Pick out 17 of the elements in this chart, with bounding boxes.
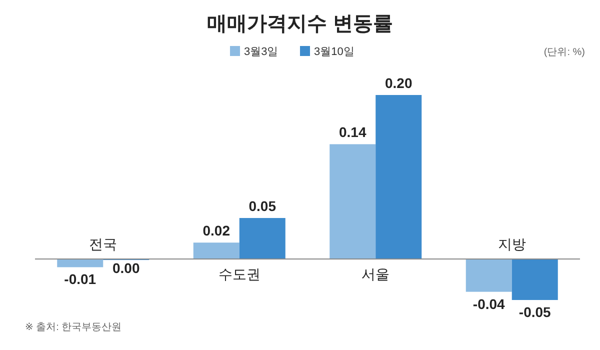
category-label: 서울 — [362, 266, 390, 282]
category-label: 수도권 — [218, 266, 260, 282]
data-label: -0.01 — [64, 271, 96, 288]
data-label: 0.05 — [248, 198, 276, 214]
data-label: 0.02 — [202, 222, 230, 239]
legend-label: 3월10일 — [314, 46, 354, 58]
data-label: 0.00 — [112, 260, 140, 276]
title: 매매가격지수 변동률 — [207, 13, 393, 35]
category-label: 지방 — [498, 236, 526, 252]
category-label: 전국 — [89, 236, 118, 252]
data-label: -0.04 — [472, 296, 505, 312]
annotation: ※ 출처: 한국부동산원 — [25, 322, 122, 333]
data-label: 0.20 — [385, 75, 412, 91]
annotation: (단위: %) — [544, 47, 585, 58]
legend-label: 3월3일 — [244, 46, 278, 58]
data-label: 0.14 — [339, 124, 366, 140]
data-label: -0.05 — [518, 304, 551, 320]
